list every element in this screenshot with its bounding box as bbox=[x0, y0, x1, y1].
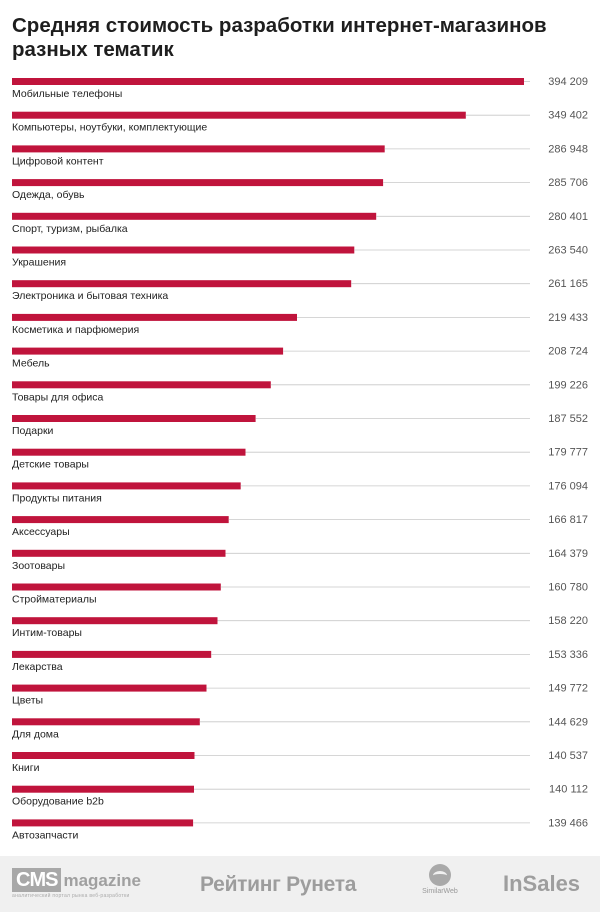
value-label-11: 179 777 bbox=[548, 447, 588, 459]
bar-19 bbox=[12, 718, 200, 726]
bar-6 bbox=[12, 280, 352, 288]
category-label-9: Товары для офиса bbox=[12, 391, 103, 403]
value-label-12: 176 094 bbox=[548, 480, 588, 492]
similarweb-logo: SimilarWeb bbox=[420, 864, 460, 895]
category-label-2: Цифровой контент bbox=[12, 155, 104, 167]
bar-0 bbox=[12, 78, 524, 85]
value-label-5: 263 540 bbox=[548, 245, 588, 257]
value-label-6: 261 165 bbox=[548, 278, 588, 290]
bar-12 bbox=[12, 482, 241, 490]
value-label-18: 149 772 bbox=[548, 683, 588, 695]
bar-9 bbox=[12, 381, 271, 389]
cms-logo-box: CMS bbox=[12, 868, 62, 892]
value-label-14: 164 379 bbox=[548, 548, 588, 560]
bar-10 bbox=[12, 415, 256, 422]
value-label-3: 285 706 bbox=[548, 177, 588, 189]
value-label-4: 280 401 bbox=[548, 211, 588, 223]
value-label-20: 140 537 bbox=[548, 750, 588, 762]
category-label-5: Украшения bbox=[12, 257, 66, 269]
category-label-0: Мобильные телефоны bbox=[12, 88, 122, 100]
value-label-15: 160 780 bbox=[548, 582, 588, 594]
value-label-10: 187 552 bbox=[548, 413, 588, 425]
value-label-9: 199 226 bbox=[548, 379, 588, 391]
value-label-0: 394 209 bbox=[548, 76, 588, 88]
bar-17 bbox=[12, 650, 212, 658]
cms-logo-tagline: аналитический портал рынка веб-разработк… bbox=[12, 893, 130, 899]
value-label-22: 139 466 bbox=[548, 817, 588, 829]
bar-22 bbox=[12, 819, 194, 827]
bar-20 bbox=[12, 752, 195, 759]
bar-3 bbox=[12, 179, 384, 187]
bar-15 bbox=[12, 583, 221, 591]
category-label-11: Детские товары bbox=[12, 459, 89, 471]
footer-logos: CMS magazine аналитический портал рынка в… bbox=[0, 856, 600, 912]
similarweb-icon bbox=[429, 864, 451, 886]
bar-14 bbox=[12, 549, 226, 557]
category-label-6: Электроника и бытовая техника bbox=[12, 290, 168, 302]
bar-7 bbox=[12, 313, 297, 321]
value-label-13: 166 817 bbox=[548, 514, 588, 526]
value-label-7: 219 433 bbox=[548, 312, 588, 324]
category-label-21: Оборудование b2b bbox=[12, 796, 104, 808]
category-label-15: Стройматериалы bbox=[12, 594, 97, 606]
cms-logo-word: magazine bbox=[63, 871, 141, 890]
value-label-19: 144 629 bbox=[548, 716, 588, 728]
category-label-8: Мебель bbox=[12, 358, 50, 370]
value-label-21: 140 112 bbox=[549, 784, 588, 796]
category-label-16: Интим-товары bbox=[12, 627, 82, 639]
insales-logo: InSales bbox=[503, 871, 581, 896]
category-label-20: Книги bbox=[12, 762, 40, 774]
value-label-2: 286 948 bbox=[548, 143, 588, 155]
bar-1 bbox=[12, 111, 466, 119]
cms-magazine-logo: CMS magazine аналитический портал рынка в… bbox=[12, 868, 141, 899]
bar-18 bbox=[12, 684, 207, 692]
category-label-4: Спорт, туризм, рыбалка bbox=[12, 223, 128, 235]
category-label-12: Продукты питания bbox=[12, 492, 102, 504]
chart-title: Средняя стоимость разработки интернет-ма… bbox=[12, 14, 547, 61]
category-label-17: Лекарства bbox=[12, 661, 63, 673]
bar-16 bbox=[12, 617, 218, 625]
bar-11 bbox=[12, 448, 246, 456]
value-label-1: 349 402 bbox=[548, 110, 588, 122]
bar-8 bbox=[12, 347, 284, 355]
category-label-10: Подарки bbox=[12, 425, 54, 437]
category-label-19: Для дома bbox=[12, 728, 59, 740]
similarweb-name: SimilarWeb bbox=[422, 888, 458, 895]
category-label-3: Одежда, обувь bbox=[12, 189, 85, 201]
value-label-16: 158 220 bbox=[548, 615, 588, 627]
value-label-8: 208 724 bbox=[548, 346, 588, 358]
bar-13 bbox=[12, 516, 229, 524]
value-label-17: 153 336 bbox=[548, 649, 588, 661]
category-label-7: Косметика и парфюмерия bbox=[12, 324, 139, 336]
bar-2 bbox=[12, 145, 385, 153]
bar-5 bbox=[12, 246, 355, 254]
category-label-13: Аксессуары bbox=[12, 526, 70, 538]
rating-runeta-logo: Рейтинг Рунета bbox=[200, 873, 357, 896]
category-label-1: Компьютеры, ноутбуки, комплектующие bbox=[12, 122, 207, 134]
bar-chart: 394 209 Мобильные телефоны 349 402 Компьюте… bbox=[12, 76, 588, 841]
bar-21 bbox=[12, 785, 194, 793]
category-label-18: Цветы bbox=[12, 695, 43, 707]
category-label-22: Автозапчасти bbox=[12, 829, 78, 841]
category-label-14: Зоотовары bbox=[12, 560, 65, 572]
bar-4 bbox=[12, 212, 377, 220]
